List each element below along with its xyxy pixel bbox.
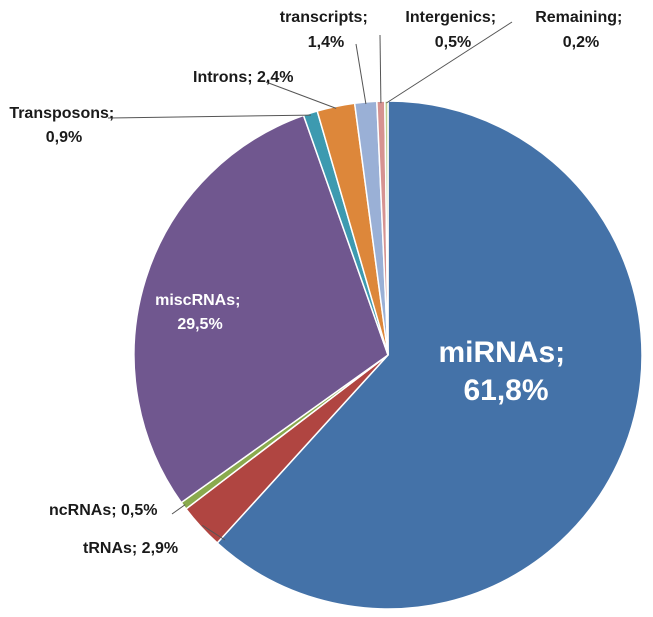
label-introns: Introns; 2,4% — [193, 69, 293, 86]
leader-ncrnas — [171, 504, 186, 515]
label-transposons-line2: 0,9% — [46, 129, 82, 146]
label-transcripts-line2: 1,4% — [308, 34, 344, 51]
label-intergenics: Intergenics; 0,5% — [405, 9, 500, 51]
leader-transposons — [107, 114, 312, 119]
label-mirnas: miRNAs; 61,8% — [438, 336, 573, 407]
label-trnas: tRNAs; 2,9% — [83, 540, 178, 557]
label-trnas-line1: tRNAs; 2,9% — [83, 540, 178, 557]
pie-slices — [133, 100, 643, 610]
label-remaining-line2: 0,2% — [563, 34, 599, 51]
label-intergenics-line1: Intergenics; — [405, 9, 496, 26]
label-transcripts: transcripts; 1,4% — [280, 9, 372, 51]
label-miscrnas: miscRNAs; 29,5% — [155, 292, 245, 333]
leader-intergenics — [379, 34, 382, 104]
leader-introns — [265, 81, 337, 109]
label-transcripts-line1: transcripts; — [280, 9, 368, 26]
label-ncrnas: ncRNAs; 0,5% — [49, 502, 157, 519]
leader-lines — [107, 21, 513, 541]
label-ncrnas-line1: ncRNAs; 0,5% — [49, 502, 157, 519]
label-mirnas-line1: miRNAs; — [438, 336, 565, 369]
leader-remaining — [386, 21, 513, 104]
label-intergenics-line2: 0,5% — [435, 34, 471, 51]
label-introns-line1: Introns; 2,4% — [193, 69, 293, 86]
label-remaining-line1: Remaining; — [535, 9, 622, 26]
slice-miscrnas — [133, 114, 389, 504]
label-miscrnas-line2: 29,5% — [177, 316, 222, 333]
slice-remaining — [384, 100, 389, 356]
slice-mirnas — [216, 100, 643, 610]
label-remaining: Remaining; 0,2% — [535, 9, 627, 51]
leader-trnas — [202, 524, 226, 541]
label-transposons: Transposons; 0,9% — [9, 105, 118, 146]
label-mirnas-line2: 61,8% — [463, 374, 548, 407]
leader-transcripts — [355, 43, 367, 105]
label-transposons-line1: Transposons; — [9, 105, 114, 122]
label-miscrnas-line1: miscRNAs; — [155, 292, 240, 309]
